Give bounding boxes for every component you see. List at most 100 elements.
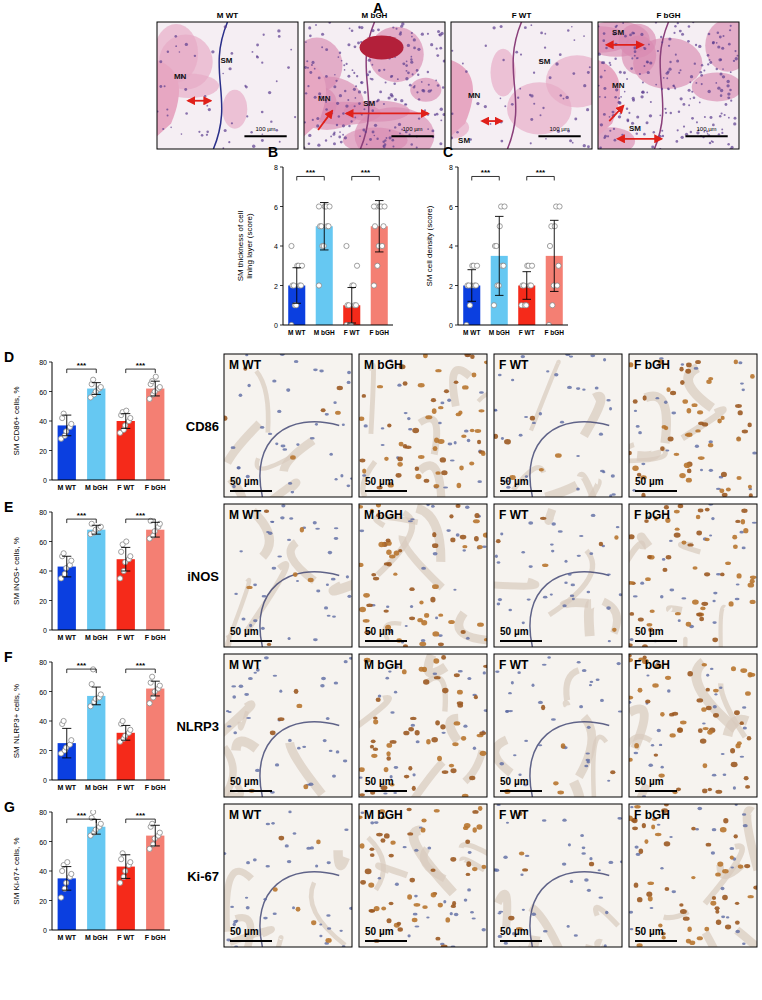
scale-bar <box>230 940 272 942</box>
nucleus <box>333 401 336 404</box>
nucleus <box>159 60 162 63</box>
stained-nucleus <box>674 453 680 456</box>
stained-nucleus <box>674 510 680 514</box>
x-tick-label: M WT <box>463 329 480 336</box>
nucleus <box>288 482 292 485</box>
nucleus <box>321 33 324 36</box>
nucleus <box>325 48 328 51</box>
nucleus <box>671 412 676 415</box>
nucleus <box>405 77 408 80</box>
stained-nucleus <box>668 436 674 441</box>
stained-nucleus <box>470 355 475 359</box>
nucleus <box>713 592 717 595</box>
stained-nucleus <box>480 751 487 756</box>
data-point <box>120 718 125 723</box>
nucleus <box>355 85 357 87</box>
nucleus <box>560 421 564 424</box>
stained-nucleus <box>407 832 413 835</box>
nucleus <box>260 426 264 429</box>
nucleus <box>411 36 413 38</box>
stained-nucleus <box>373 720 378 725</box>
stained-nucleus <box>666 387 670 392</box>
stained-nucleus <box>419 601 423 605</box>
nucleus <box>585 759 590 762</box>
stained-nucleus <box>713 713 719 718</box>
x-axis <box>52 630 170 631</box>
scale-bar <box>500 790 542 792</box>
nucleus <box>353 72 355 74</box>
nucleus <box>263 34 265 36</box>
stained-nucleus <box>456 412 462 416</box>
tissue <box>222 90 247 129</box>
nucleus <box>726 84 729 87</box>
nucleus <box>675 140 678 143</box>
nucleus <box>308 782 313 785</box>
nucleus <box>234 593 238 595</box>
error-bar <box>92 383 101 395</box>
nucleus <box>715 82 717 84</box>
nucleus <box>430 43 433 46</box>
tissue-strand <box>465 751 482 782</box>
micrograph <box>359 804 487 947</box>
nucleus <box>699 102 701 104</box>
nucleus <box>392 146 394 148</box>
nucleus <box>456 131 459 134</box>
nucleus <box>662 558 665 561</box>
nucleus <box>587 591 591 593</box>
nucleus <box>466 637 470 640</box>
nucleus <box>626 107 628 109</box>
nucleus <box>252 145 255 148</box>
stained-nucleus <box>457 690 463 695</box>
nucleus <box>573 39 575 41</box>
stained-nucleus <box>722 493 728 497</box>
stained-nucleus <box>296 704 302 708</box>
stained-nucleus <box>745 691 751 696</box>
nucleus <box>576 488 580 491</box>
y-tick-label: 0 <box>43 927 47 934</box>
nucleus <box>498 374 502 376</box>
nucleus <box>414 895 418 898</box>
stained-nucleus <box>373 577 379 581</box>
data-point <box>319 224 324 229</box>
x-tick-label: M WT <box>57 934 76 941</box>
micrograph-frame <box>224 354 352 497</box>
y-tick-label: 40 <box>39 868 47 875</box>
nucleus <box>672 85 674 87</box>
stained-nucleus <box>733 544 738 549</box>
stained-nucleus <box>449 764 454 768</box>
nucleus <box>667 689 671 692</box>
nucleus <box>340 141 343 144</box>
nucleus <box>239 685 244 689</box>
nucleus <box>636 116 639 119</box>
nucleus <box>421 33 424 36</box>
stained-nucleus <box>687 469 692 474</box>
nucleus <box>579 705 583 708</box>
nucleus <box>347 75 350 78</box>
nucleus <box>288 739 292 742</box>
stained-nucleus <box>441 470 447 475</box>
nucleus <box>656 397 660 399</box>
nucleus <box>307 85 309 87</box>
nucleus <box>256 56 259 59</box>
nucleus <box>680 97 683 100</box>
x-tick-label: F bGH <box>370 329 390 336</box>
stained-nucleus <box>415 474 421 479</box>
nucleus <box>394 98 397 101</box>
y-tick-label: 40 <box>39 418 47 425</box>
stained-nucleus <box>541 705 545 710</box>
image-title: F WT <box>499 658 529 672</box>
nucleus <box>547 656 550 659</box>
nucleus <box>527 598 531 600</box>
x-tick-label: F WT <box>117 484 135 491</box>
tissue-strand <box>424 849 445 879</box>
stained-nucleus <box>706 688 710 692</box>
nucleus <box>440 401 444 404</box>
stained-nucleus <box>290 455 296 459</box>
stained-nucleus <box>408 766 412 771</box>
significance-bracket <box>126 519 156 523</box>
nucleus <box>695 44 697 46</box>
stained-nucleus <box>599 542 603 547</box>
scale-bar <box>538 135 580 137</box>
nucleus <box>402 62 405 65</box>
nucleus <box>504 105 506 107</box>
